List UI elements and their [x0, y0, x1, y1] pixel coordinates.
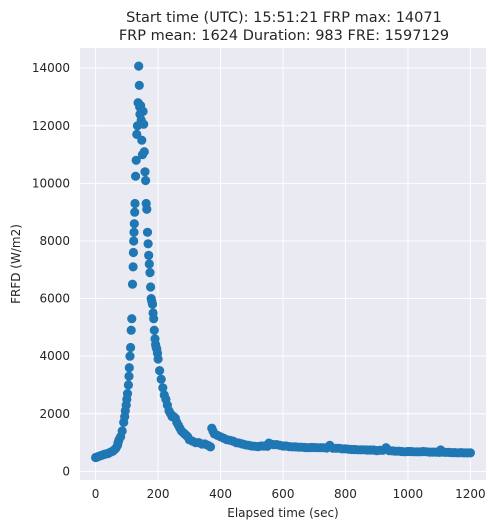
scatter-point [127, 314, 137, 324]
scatter-point [137, 135, 147, 145]
scatter-point [129, 236, 139, 246]
y-tick-label: 8000 [39, 234, 70, 248]
x-tick-label: 400 [209, 487, 232, 501]
scatter-point [125, 351, 135, 361]
scatter-point [140, 167, 150, 177]
y-tick-label: 12000 [32, 119, 70, 133]
scatter-point [129, 219, 139, 229]
scatter-point [205, 442, 216, 452]
scatter-point [149, 314, 159, 324]
scatter-point [130, 198, 140, 209]
scatter-point [143, 239, 153, 249]
scatter-point [124, 363, 134, 373]
x-tick-labels: 0 200 400 600 800 1000 1200 [92, 487, 486, 501]
chart-title-line-1: Start time (UTC): 15:51:21 FRP max: 1407… [126, 10, 442, 26]
scatter-point [144, 259, 154, 269]
scatter-point [130, 207, 140, 217]
x-tick-label: 800 [334, 487, 357, 501]
scatter-point [124, 371, 134, 381]
scatter-point [126, 342, 136, 353]
y-tick-label: 14000 [32, 61, 70, 75]
y-axis-label: FRFD (W/m2) [9, 224, 23, 304]
scatter-point [139, 147, 149, 157]
y-tick-label: 10000 [32, 176, 70, 190]
scatter-point [139, 119, 149, 129]
x-tick-label: 0 [92, 487, 100, 501]
scatter-point [126, 325, 136, 335]
scatter-point [149, 325, 159, 335]
scatter-point [156, 374, 166, 384]
x-tick-label: 600 [272, 487, 295, 501]
x-axis-label: Elapsed time (sec) [227, 506, 338, 520]
scatter-point [155, 366, 165, 376]
scatter-point [131, 155, 141, 165]
scatter-point [142, 204, 152, 214]
scatter-points [91, 61, 475, 463]
scatter-point [465, 448, 475, 458]
y-tick-label: 6000 [39, 292, 70, 306]
y-tick-labels: 0 2000 4000 6000 8000 10000 12000 14000 [32, 61, 70, 478]
scatter-point [123, 380, 133, 390]
scatter-point [134, 61, 144, 71]
x-tick-label: 1000 [393, 487, 424, 501]
y-tick-label: 4000 [39, 349, 70, 363]
scatter-point [146, 282, 156, 292]
scatter-point [158, 383, 168, 393]
scatter-point [128, 262, 138, 272]
grid-lines [80, 48, 486, 480]
scatter-point [144, 250, 154, 260]
scatter-point [145, 268, 155, 278]
x-tick-label: 200 [147, 487, 170, 501]
scatter-point [129, 227, 139, 237]
scatter-point [142, 227, 153, 237]
scatter-point [141, 175, 151, 186]
chart-title-line-2: FRP mean: 1624 Duration: 983 FRE: 159712… [119, 28, 449, 44]
scatter-point [131, 171, 141, 181]
y-tick-label: 2000 [39, 407, 70, 421]
scatter-point [153, 354, 163, 364]
scatter-point [127, 279, 138, 289]
scatter-point [147, 299, 158, 309]
x-tick-label: 1200 [455, 487, 486, 501]
scatter-point [128, 247, 138, 258]
scatter-point [117, 426, 127, 436]
scatter-point [134, 80, 144, 90]
scatter-point [138, 106, 148, 116]
y-tick-label: 0 [62, 464, 70, 478]
scatter-point [122, 389, 133, 399]
